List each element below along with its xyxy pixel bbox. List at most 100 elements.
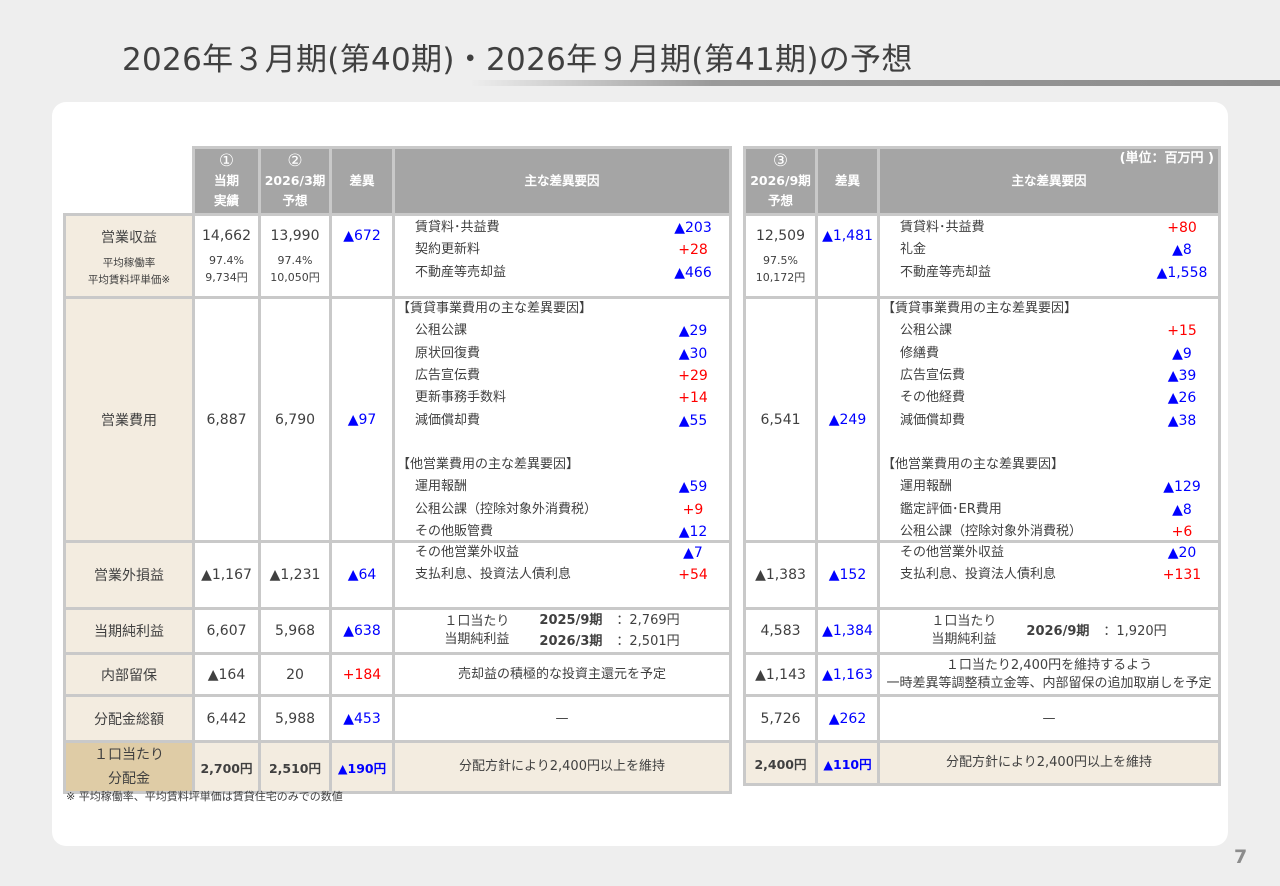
footnote: ※ 平均稼働率、平均賃料坪単価は賃貸住宅のみでの数値 [66, 790, 343, 803]
factor-item: 広告宣伝費 ▲39 [882, 365, 1217, 387]
factor-name: 更新事務手数料 [415, 390, 507, 406]
factor-value: +14 [678, 390, 708, 407]
factor-cell: 賃貸料･共益費 +80 礼金 ▲8 不動産等売却益 ▲1,558 [877, 213, 1221, 299]
table-row: 分配金総額 6,442 5,988 ▲453 — [63, 694, 732, 743]
factor-cell: 賃貸料･共益費 ▲203 契約更新料 +28 不動産等売却益 ▲466 [392, 213, 732, 299]
actual-value: 14,662 97.4% 9,734円 [192, 213, 261, 299]
factor-cell: — [877, 694, 1221, 743]
column-header-text: 差異 [349, 173, 375, 188]
value: 2,510円 [268, 760, 322, 776]
diff: ▲453 [343, 710, 381, 727]
column-header-text: 主な差異要因 [524, 173, 600, 188]
note-line: — [555, 710, 569, 726]
factor-item: 原状回復費 ▲30 [397, 343, 728, 365]
column-number: ③ [772, 151, 789, 171]
table-row: １口当たり 分配金 2,700円 2,510円 ▲190円 分配方針により2,400円以… [63, 740, 732, 794]
row-label: 営業費用 [63, 296, 195, 543]
diff: ▲152 [828, 567, 867, 583]
factor-item: 公租公課（控除対象外消費税） +6 [882, 521, 1217, 539]
factor-item [397, 432, 728, 454]
diff-value: ▲1,481 [815, 213, 880, 299]
sub-label: 平均稼働率 [102, 257, 156, 269]
factor-item: 支払利息、投資法人債利息 +131 [882, 564, 1217, 586]
factor-value: ▲55 [678, 412, 708, 429]
value: 20 [286, 666, 304, 683]
actual-value: 6,887 [192, 296, 261, 543]
column-header: 差異 [815, 146, 880, 216]
row-label-text: 当期純利益 [94, 624, 164, 640]
factor-name: 鑑定評価･ER費用 [900, 501, 1002, 517]
table-row: 営業収益 平均稼働率 平均賃料坪単価※ 14,662 97.4% 9,734円 13,990… [63, 213, 732, 299]
factor-value: +54 [678, 567, 708, 584]
row-label: 当期純利益 [63, 607, 195, 655]
factor-value: ▲9 [1172, 345, 1192, 362]
diff-value: ▲110円 [815, 740, 880, 786]
diff: ▲1,481 [822, 228, 873, 244]
factor-name: その他経費 [900, 390, 966, 406]
diff-value: ▲190円 [329, 740, 395, 794]
eps-value: ：2,501円 [616, 634, 680, 649]
forecast-value: 2,510円 [258, 740, 332, 794]
factor-name: 公租公課 [900, 323, 953, 339]
factor-value: ▲26 [1167, 390, 1197, 407]
row-label-text: １口当たり 分配金 [94, 747, 164, 787]
factor-cell: 【賃貸事業費用の主な差異要因】 公租公課 ▲29 原状回復費 ▲30 広告宣伝費 +29 更新… [392, 296, 732, 543]
per-unit-row: 2026/3期 ：2,501円 [539, 631, 680, 651]
note-line: — [1042, 710, 1056, 726]
value: 5,726 [760, 710, 801, 727]
note: 分配方針により2,400円以上を維持 [882, 754, 1217, 772]
factor-item [882, 432, 1217, 454]
note: 分配方針により2,400円以上を維持 [397, 758, 728, 776]
factor-value: ▲8 [1172, 242, 1192, 259]
diff: ▲190円 [337, 760, 387, 776]
factor-item: 【賃貸事業費用の主な差異要因】 [882, 301, 1217, 321]
diff-value: ▲1,384 [815, 607, 880, 655]
diff: ▲638 [343, 623, 381, 639]
forecast-value: ▲1,231 [258, 540, 332, 610]
factor-value: ▲7 [683, 545, 703, 561]
value: ▲1,167 [201, 567, 252, 583]
actual-value: 2,700円 [192, 740, 261, 794]
note-line: １口当たり2,400円を維持するよう [945, 657, 1153, 673]
period: 2025/9期 [539, 613, 603, 628]
table-row: 4,583 ▲1,384 １口当たり 当期純利益 2026/9期 ：1,920円 [743, 607, 1221, 655]
value: ▲1,143 [755, 666, 806, 683]
table-row: 営業費用 6,887 6,790 ▲97 【賃貸事業費用の主な差異要因】 公租公課 ▲29 原… [63, 296, 732, 543]
eps-value: ：1,920円 [1103, 623, 1167, 639]
factor-item: 礼金 ▲8 [882, 239, 1217, 261]
value: 6,887 [206, 411, 247, 428]
diff: ▲672 [343, 228, 381, 244]
value: 5,988 [274, 710, 316, 727]
factor-name: 支払利息、投資法人債利息 [900, 567, 1057, 583]
note: 売却益の積極的な投資主還元を予定 [397, 666, 728, 684]
factor-value: ▲20 [1167, 545, 1197, 561]
factor-name: 減価償却費 [900, 412, 966, 428]
factor-name: その他販管費 [415, 524, 494, 539]
period: 2026/3期 [539, 634, 603, 649]
factor-name: 広告宣伝費 [900, 367, 966, 383]
factor-item: 減価償却費 ▲55 [397, 410, 728, 432]
diff-value: ▲453 [329, 694, 395, 743]
value: ▲164 [207, 666, 246, 683]
factor-item: 公租公課 +15 [882, 320, 1217, 342]
value: ▲1,383 [755, 567, 806, 583]
note-line: 一時差異等調整積立金等、内部留保の追加取崩しを予定 [886, 675, 1212, 691]
factor-item: 減価償却費 ▲38 [882, 410, 1217, 432]
factor-item: 【他営業費用の主な差異要因】 [397, 454, 728, 476]
table-row: ▲1,143 ▲1,163 １口当たり2,400円を維持するよう 一時差異等調整積立金… [743, 652, 1221, 697]
column-header: 主な差異要因 [392, 146, 732, 216]
per-unit-label: １口当たり 当期純利益 [931, 613, 996, 649]
sub-value: 97.4% [209, 254, 244, 267]
per-unit-eps: １口当たり 当期純利益 2025/9期 ：2,769円 2026/3期 ：2,501円 [397, 612, 728, 651]
column-header: 差異 [329, 146, 395, 216]
factor-cell: １口当たり 当期純利益 2025/9期 ：2,769円 2026/3期 ：2,501円 [392, 607, 732, 655]
factor-name: 広告宣伝費 [415, 367, 481, 383]
factor-item: 公租公課（控除対象外消費税） +9 [397, 499, 728, 521]
sub-value: 97.4% [277, 254, 313, 267]
column-header: ② 2026/3期 予想 [258, 146, 332, 216]
header-row: ③ 2026/9期 予想 差異 主な差異要因 (単位：百万円 ) [743, 146, 1221, 216]
forecast-table-fy41: ③ 2026/9期 予想 差異 主な差異要因 (単位：百万円 ) 12,509 97.5% 10… [743, 146, 1221, 786]
factor-value: ▲38 [1167, 412, 1197, 429]
factor-value: ▲29 [678, 323, 708, 340]
factor-value: ▲59 [678, 479, 708, 496]
